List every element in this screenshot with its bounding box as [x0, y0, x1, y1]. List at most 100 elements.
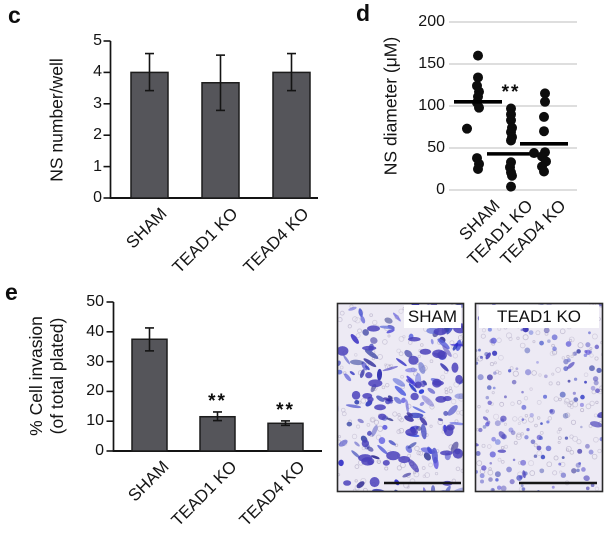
stained-cell	[468, 312, 474, 328]
stained-cell	[354, 441, 360, 447]
stained-cell	[307, 311, 312, 316]
stained-cell	[540, 454, 546, 460]
stained-cell	[382, 424, 388, 430]
pore	[594, 486, 600, 492]
stained-cell	[545, 445, 552, 452]
stained-cell-cluster	[405, 428, 418, 436]
pore	[456, 410, 461, 415]
panel-d-chart	[449, 21, 577, 192]
pore	[500, 446, 505, 450]
stained-cell-elongated	[482, 416, 489, 421]
stained-cell	[311, 465, 320, 477]
stained-cell	[450, 343, 464, 347]
stained-cell	[360, 515, 376, 522]
pore	[576, 439, 582, 445]
stained-cell	[481, 465, 487, 471]
stained-cell	[420, 423, 427, 440]
pore	[424, 472, 431, 478]
scatter-dot	[507, 170, 517, 181]
stained-cell	[214, 256, 224, 271]
stained-cell	[505, 506, 513, 513]
pore	[548, 381, 553, 386]
stained-cell	[314, 410, 322, 420]
stained-cell	[482, 425, 487, 429]
stained-cell	[496, 485, 502, 490]
pore	[529, 470, 536, 476]
stained-cell	[580, 394, 585, 400]
stained-cell-cluster	[408, 355, 419, 365]
stained-cell	[358, 308, 363, 318]
stained-cell-cluster	[433, 327, 447, 336]
pore	[339, 310, 345, 316]
stained-cell-cluster	[361, 439, 370, 448]
stained-cell	[520, 328, 524, 332]
pore	[509, 366, 514, 371]
stained-cell	[477, 374, 484, 381]
pore	[352, 488, 357, 492]
stained-cell	[392, 312, 401, 322]
pore	[339, 365, 344, 370]
stained-cell	[342, 276, 350, 285]
pore	[398, 351, 404, 357]
stained-cell-cluster	[410, 392, 419, 401]
stained-cell	[388, 440, 396, 446]
pore	[535, 330, 541, 336]
stained-cell	[419, 401, 425, 406]
pore	[558, 397, 562, 402]
stained-cell	[292, 231, 298, 239]
stained-cell	[449, 422, 464, 426]
stained-cell-cluster	[367, 396, 374, 403]
stained-cell	[565, 341, 572, 347]
pore	[563, 400, 568, 405]
stained-cell	[393, 396, 402, 404]
stained-cell	[458, 514, 464, 528]
stained-cell	[437, 418, 444, 422]
stained-cell	[394, 385, 407, 396]
stained-cell	[546, 420, 550, 424]
stained-cell	[407, 442, 417, 449]
stained-cell	[386, 328, 395, 334]
pore	[553, 455, 559, 461]
stained-cell	[581, 467, 586, 472]
stained-cell	[580, 425, 583, 429]
stained-cell	[363, 303, 368, 304]
pore	[569, 338, 573, 342]
stained-cell-cluster	[442, 396, 452, 402]
pore	[351, 433, 358, 440]
stained-cell-cluster	[451, 362, 459, 373]
stained-cell	[369, 499, 380, 510]
pore	[559, 470, 563, 474]
stained-cell	[302, 302, 317, 314]
scatter-dot	[540, 88, 550, 99]
pore	[385, 382, 390, 388]
stained-cell	[323, 383, 331, 389]
stained-cell	[529, 413, 534, 418]
pore	[372, 319, 378, 326]
stained-cell-cluster	[365, 372, 373, 379]
pore	[373, 419, 379, 425]
pore	[407, 453, 412, 458]
pore	[516, 432, 522, 438]
stained-cell	[430, 514, 445, 523]
stained-cell	[343, 355, 351, 365]
stained-cell	[359, 369, 365, 379]
stained-cell	[305, 428, 313, 434]
pore	[583, 372, 589, 377]
pore	[539, 430, 544, 435]
stained-cell	[423, 487, 427, 492]
pore	[362, 487, 368, 492]
stained-cell	[526, 427, 530, 432]
stained-cell	[521, 390, 524, 394]
pore	[440, 374, 446, 380]
pore	[382, 339, 388, 345]
stained-cell	[579, 402, 584, 408]
pore	[559, 328, 566, 335]
micrograph-cells	[475, 303, 603, 492]
stained-cell	[288, 325, 300, 340]
pore	[499, 401, 505, 407]
stained-cell-cluster	[455, 374, 463, 384]
stained-cell	[573, 351, 578, 356]
stained-cell	[371, 425, 378, 437]
stained-cell	[421, 395, 435, 407]
pore	[477, 404, 481, 409]
